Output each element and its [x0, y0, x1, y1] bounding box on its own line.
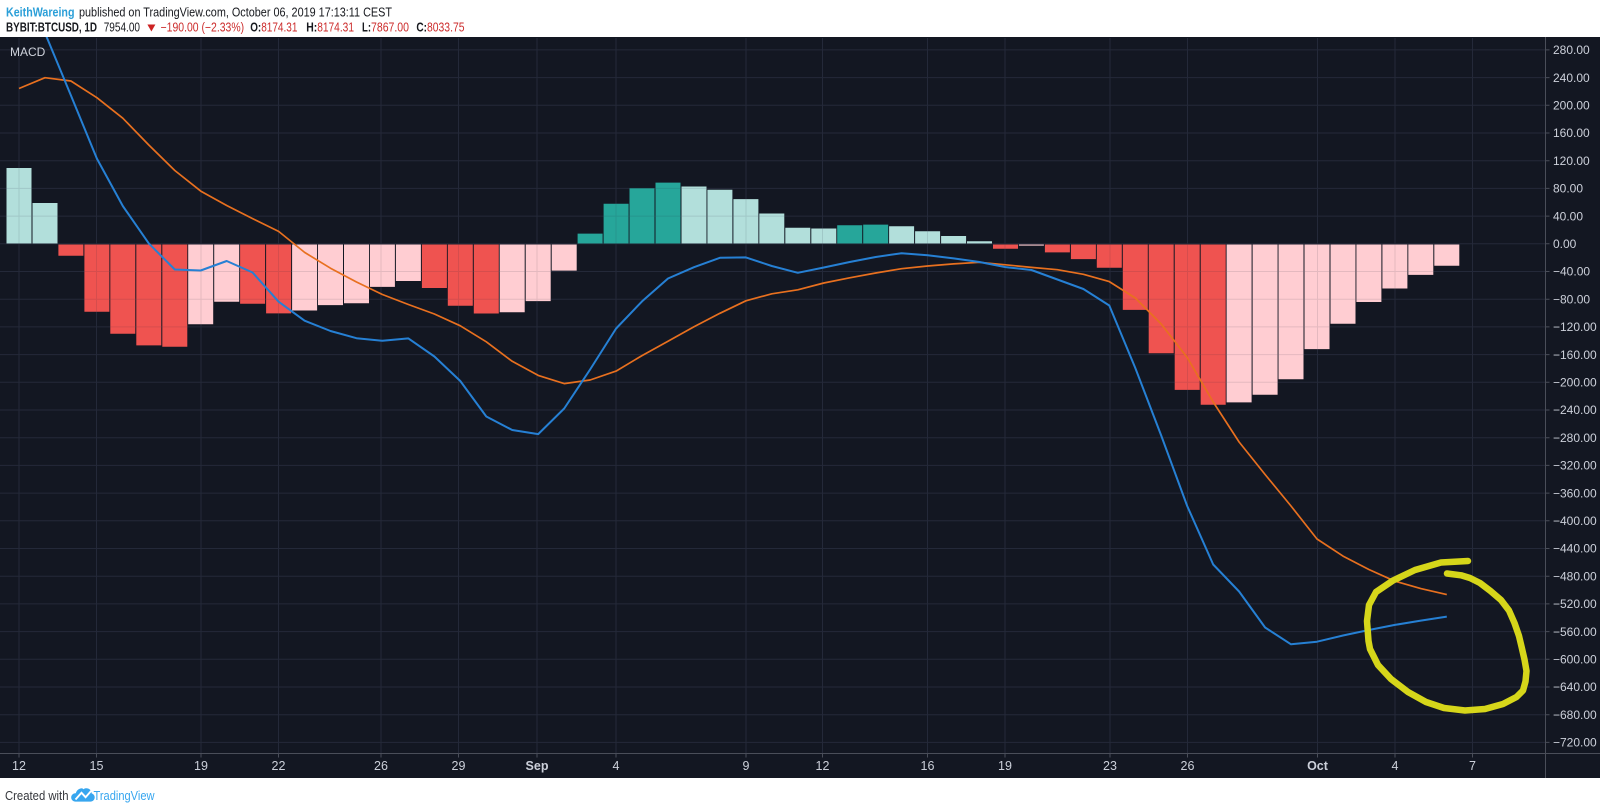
svg-text:L:: L:	[362, 21, 371, 35]
svg-text:8033.75: 8033.75	[427, 21, 465, 35]
svg-text:0.00: 0.00	[1553, 237, 1577, 251]
svg-text:−680.00: −680.00	[1553, 708, 1597, 722]
svg-text:7867.00: 7867.00	[371, 21, 409, 35]
svg-text:40.00: 40.00	[1553, 209, 1583, 223]
svg-text:C:: C:	[416, 21, 427, 35]
svg-text:4: 4	[1392, 759, 1399, 773]
svg-text:−120.00: −120.00	[1553, 320, 1597, 334]
svg-text:−400.00: −400.00	[1553, 514, 1597, 528]
svg-text:8174.31: 8174.31	[261, 21, 297, 35]
svg-text:Oct: Oct	[1307, 759, 1329, 773]
svg-text:−560.00: −560.00	[1553, 625, 1597, 639]
svg-text:−240.00: −240.00	[1553, 403, 1597, 417]
svg-text:H:: H:	[306, 21, 317, 35]
svg-text:−190.00 (−2.33%): −190.00 (−2.33%)	[161, 21, 245, 35]
svg-text:23: 23	[1103, 759, 1117, 773]
svg-text:−80.00: −80.00	[1553, 292, 1590, 306]
svg-text:7: 7	[1469, 759, 1476, 773]
svg-text:26: 26	[1181, 759, 1195, 773]
svg-text:MACD: MACD	[10, 45, 46, 59]
svg-text:−40.00: −40.00	[1553, 265, 1590, 279]
svg-text:280.00: 280.00	[1553, 43, 1590, 57]
svg-text:−160.00: −160.00	[1553, 348, 1597, 362]
svg-text:240.00: 240.00	[1553, 71, 1590, 85]
svg-text:BYBIT:BTCUSD, 1D: BYBIT:BTCUSD, 1D	[6, 21, 97, 35]
svg-text:160.00: 160.00	[1553, 126, 1590, 140]
svg-text:22: 22	[272, 759, 286, 773]
svg-text:O:: O:	[250, 21, 261, 35]
svg-text:−640.00: −640.00	[1553, 680, 1597, 694]
svg-text:4: 4	[613, 759, 620, 773]
svg-text:7954.00: 7954.00	[104, 21, 140, 35]
svg-text:−440.00: −440.00	[1553, 542, 1597, 556]
svg-text:200.00: 200.00	[1553, 99, 1590, 113]
svg-text:80.00: 80.00	[1553, 182, 1583, 196]
svg-text:−600.00: −600.00	[1553, 653, 1597, 667]
svg-text:19: 19	[998, 759, 1012, 773]
svg-text:19: 19	[194, 759, 208, 773]
svg-text:26: 26	[374, 759, 388, 773]
svg-text:15: 15	[90, 759, 104, 773]
svg-text:−280.00: −280.00	[1553, 431, 1597, 445]
svg-text:TradingView: TradingView	[94, 788, 156, 803]
svg-text:−520.00: −520.00	[1553, 597, 1597, 611]
svg-text:16: 16	[921, 759, 935, 773]
svg-text:Sep: Sep	[526, 759, 549, 773]
svg-text:−720.00: −720.00	[1553, 736, 1597, 750]
svg-text:12: 12	[12, 759, 26, 773]
svg-text:29: 29	[452, 759, 466, 773]
svg-text:−320.00: −320.00	[1553, 459, 1597, 473]
svg-text:8174.31: 8174.31	[317, 21, 354, 35]
svg-text:9: 9	[743, 759, 750, 773]
svg-text:120.00: 120.00	[1553, 154, 1590, 168]
svg-text:Created with: Created with	[5, 789, 69, 803]
svg-text:−200.00: −200.00	[1553, 376, 1597, 390]
svg-text:−360.00: −360.00	[1553, 486, 1597, 500]
svg-text:−480.00: −480.00	[1553, 569, 1597, 583]
svg-text:12: 12	[816, 759, 830, 773]
